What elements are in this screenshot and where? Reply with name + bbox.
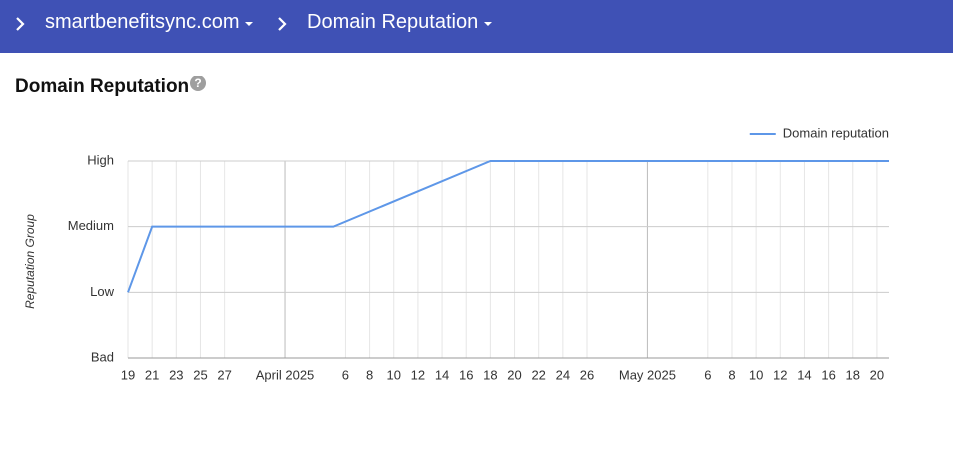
legend-label: Domain reputation (783, 125, 889, 140)
x-tick-label: 14 (797, 367, 811, 382)
x-tick-label: 8 (728, 367, 735, 382)
x-tick-label: 20 (507, 367, 521, 382)
x-tick-label: 21 (145, 367, 159, 382)
breadcrumb[interactable]: smartbenefitsync.com (45, 11, 255, 34)
x-tick-label: 27 (217, 367, 231, 382)
x-tick-label: 10 (749, 367, 763, 382)
x-tick-label: May 2025 (619, 367, 676, 382)
svg-text:?: ? (195, 76, 202, 90)
x-tick-label: April 2025 (256, 367, 315, 382)
x-tick-label: 10 (387, 367, 401, 382)
x-tick-label: 22 (531, 367, 545, 382)
data-line (127, 160, 889, 293)
dropdown-arrow[interactable] (483, 20, 494, 28)
chevron (278, 17, 287, 31)
x-tick-label: 24 (556, 367, 570, 382)
x-tick-label: 26 (580, 367, 594, 382)
breadcrumb-text[interactable]: Domain Reputation (307, 11, 479, 33)
x-tick-label: 16 (459, 367, 473, 382)
x-tick-label: 18 (483, 367, 497, 382)
x-tick-label: 18 (846, 367, 860, 382)
x-tick-label: 20 (870, 367, 884, 382)
help-icon[interactable]: ? (189, 75, 207, 94)
page-title-text: Domain Reputation (15, 76, 190, 97)
x-tick-label: 14 (435, 367, 449, 382)
y-tick-label: Bad (91, 349, 114, 364)
y-tick-label: Low (90, 284, 114, 299)
y-axis-label: Reputation Group (23, 214, 37, 309)
x-tick-label: 25 (193, 367, 207, 382)
x-tick-label: 8 (366, 367, 373, 382)
x-tick-label: 6 (704, 367, 711, 382)
top-bar: smartbenefitsync.com Domain Reputation (0, 0, 953, 53)
chevron (16, 17, 25, 31)
y-tick-label: High (87, 152, 114, 167)
x-tick-label: 23 (169, 367, 183, 382)
x-tick-label: 12 (411, 367, 425, 382)
breadcrumb-text[interactable]: smartbenefitsync.com (45, 11, 240, 33)
x-tick-label: 6 (342, 367, 349, 382)
breadcrumb[interactable]: Domain Reputation (307, 11, 494, 34)
x-tick-label: 19 (121, 367, 135, 382)
dropdown-arrow[interactable] (245, 20, 255, 28)
y-tick-label: Medium (68, 218, 114, 233)
x-tick-label: 16 (821, 367, 835, 382)
chart: 19 21 23 25 27 April 2025 6 8 10 12 14 16 18 20 22 24 26… (23, 125, 889, 382)
page-title: Domain Reputation? (15, 75, 207, 98)
x-tick-label: 12 (773, 367, 787, 382)
